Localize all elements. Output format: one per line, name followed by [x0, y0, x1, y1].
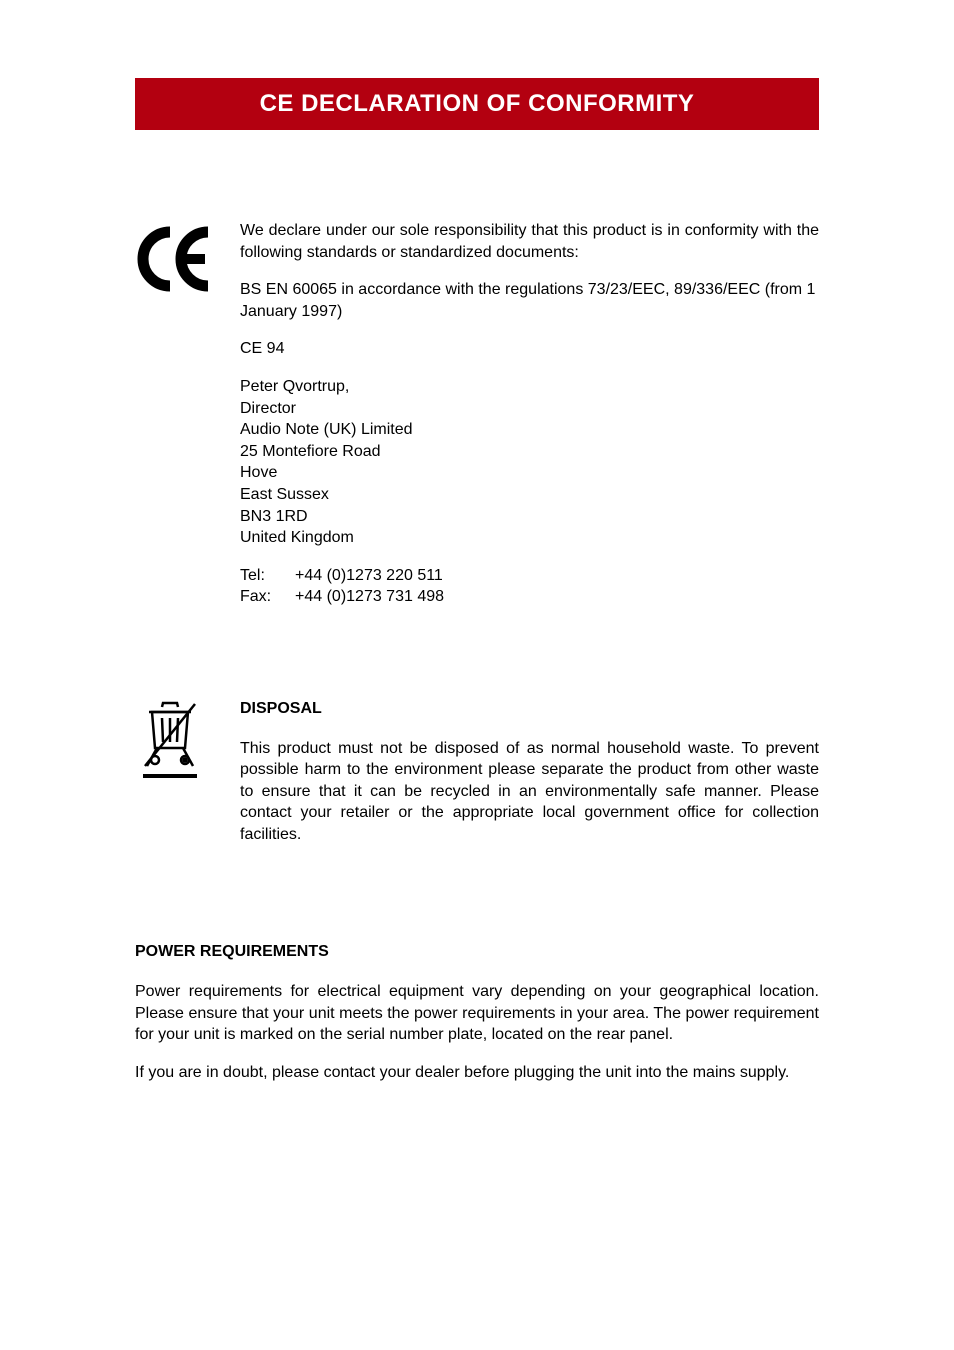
page-title-banner: CE DECLARATION OF CONFORMITY: [135, 78, 819, 130]
signer-name: Peter Qvortrup,: [240, 376, 819, 398]
ce-mark-column: [135, 220, 240, 608]
signer-title: Director: [240, 398, 819, 420]
ce-declaration-section: We declare under our sole responsibility…: [135, 220, 819, 608]
fax-label: Fax:: [240, 586, 295, 608]
power-heading: POWER REQUIREMENTS: [135, 941, 819, 963]
declaration-para-2: BS EN 60065 in accordance with the regul…: [240, 279, 819, 322]
ce-code: CE 94: [240, 338, 819, 360]
fax-row: Fax: +44 (0)1273 731 498: [240, 586, 819, 608]
disposal-body: This product must not be disposed of as …: [240, 738, 819, 846]
tel-row: Tel: +44 (0)1273 220 511: [240, 565, 819, 587]
power-para-2: If you are in doubt, please contact your…: [135, 1062, 819, 1084]
signer-block: Peter Qvortrup, Director Audio Note (UK)…: [240, 376, 819, 549]
address-line-3: East Sussex: [240, 484, 819, 506]
disposal-section: DISPOSAL This product must not be dispos…: [135, 698, 819, 862]
power-para-1: Power requirements for electrical equipm…: [135, 981, 819, 1046]
disposal-text: DISPOSAL This product must not be dispos…: [240, 698, 819, 862]
declaration-para-1: We declare under our sole responsibility…: [240, 220, 819, 263]
disposal-heading: DISPOSAL: [240, 698, 819, 720]
country: United Kingdom: [240, 527, 819, 549]
weee-bin-icon: [135, 698, 240, 788]
address-line-2: Hove: [240, 462, 819, 484]
tel-label: Tel:: [240, 565, 295, 587]
company-name: Audio Note (UK) Limited: [240, 419, 819, 441]
ce-declaration-text: We declare under our sole responsibility…: [240, 220, 819, 608]
fax-value: +44 (0)1273 731 498: [295, 586, 444, 608]
power-requirements-section: POWER REQUIREMENTS Power requirements fo…: [135, 941, 819, 1083]
postcode: BN3 1RD: [240, 506, 819, 528]
tel-value: +44 (0)1273 220 511: [295, 565, 443, 587]
ce-mark-icon: [135, 224, 240, 301]
disposal-icon-column: [135, 698, 240, 862]
page-title: CE DECLARATION OF CONFORMITY: [260, 90, 695, 117]
address-line-1: 25 Montefiore Road: [240, 441, 819, 463]
